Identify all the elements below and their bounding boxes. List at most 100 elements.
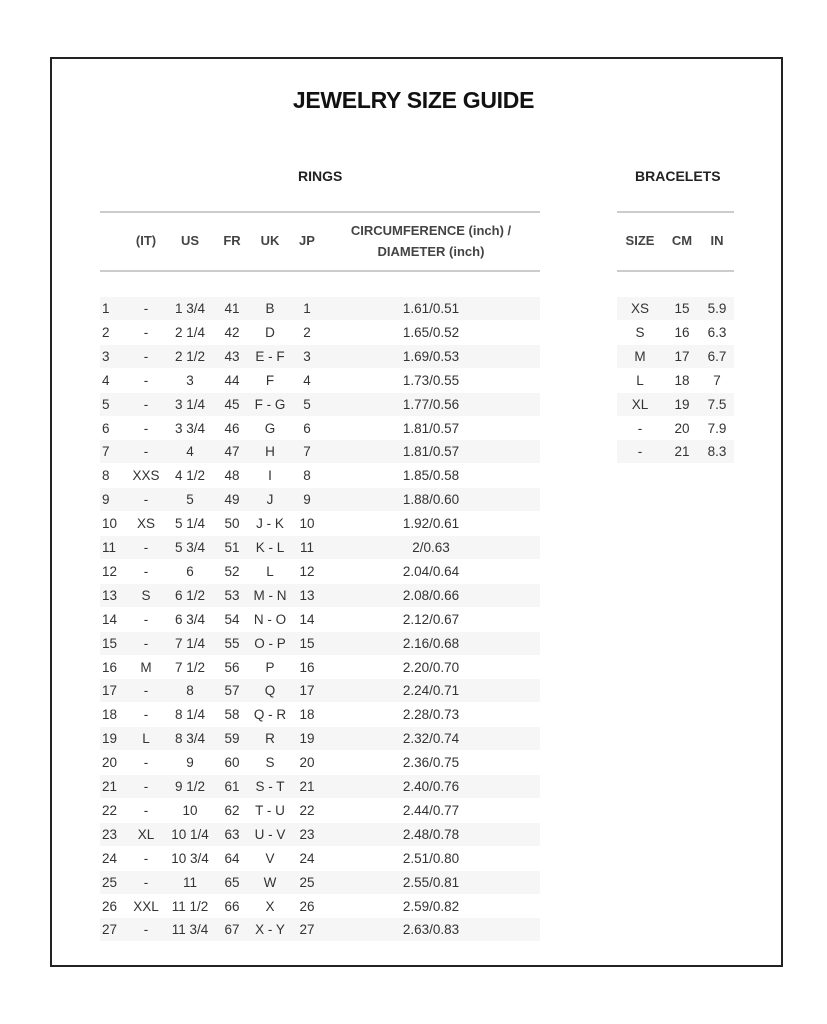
bracelet-size-row: L 18 7 [617,369,734,392]
bracelet-cm: 15 [674,301,690,316]
fr-size: 55 [224,636,240,651]
bracelet-cm: 21 [674,444,690,459]
bracelets-heading: BRACELETS [635,168,721,184]
fr-size: 66 [224,899,240,914]
bracelet-in: 8.3 [707,444,727,459]
bracelet-size: XL [631,397,649,412]
jp-size: 14 [299,612,315,627]
circumference-diameter: 1.81/0.57 [402,421,460,436]
bracelet-cm: 17 [674,349,690,364]
uk-size: P [265,660,275,675]
it-size: - [143,779,149,794]
circumference-diameter: 1.65/0.52 [402,325,460,340]
uk-size: B [265,301,275,316]
bracelet-size: S [635,325,645,340]
it-size: - [143,755,149,770]
col-header-it: (IT) [135,233,157,248]
ring-size-row: 21 - 9 1/2 61 S - T 21 2.40/0.76 [100,775,540,798]
jp-size: 26 [299,899,315,914]
ring-number: 10 [102,516,118,531]
ring-number: 18 [102,707,118,722]
jp-size: 21 [299,779,315,794]
fr-size: 50 [224,516,240,531]
it-size: M [140,660,152,675]
uk-size: Q [264,683,276,698]
us-size: 9 [186,755,194,770]
col-header-cm: CM [671,233,693,248]
us-size: 11 1/2 [171,899,209,914]
us-size: 5 3/4 [174,540,206,555]
us-size: 10 1/4 [171,827,209,842]
ring-size-row: 6 - 3 3/4 46 G 6 1.81/0.57 [100,417,540,440]
fr-size: 64 [224,851,240,866]
jp-size: 24 [299,851,315,866]
jp-size: 2 [303,325,311,340]
it-size: S [141,588,151,603]
bracelet-in: 7 [713,373,721,388]
ring-size-row: 2 - 2 1/4 42 D 2 1.65/0.52 [100,321,540,344]
ring-size-row: 22 - 10 62 T - U 22 2.44/0.77 [100,799,540,822]
jp-size: 25 [299,875,315,890]
uk-size: V [265,851,275,866]
col-header-us: US [180,233,200,248]
it-size: - [143,325,149,340]
bracelet-in: 7.5 [707,397,727,412]
bracelet-size-row: - 21 8.3 [617,440,734,463]
rings-heading: RINGS [298,168,343,184]
fr-size: 65 [224,875,240,890]
circumference-diameter: 1.88/0.60 [402,492,460,507]
it-size: - [143,612,149,627]
uk-size: L [266,564,274,579]
bracelet-in: 7.9 [707,421,727,436]
fr-size: 44 [224,373,240,388]
bracelet-size: XS [630,301,649,316]
ring-number: 26 [102,899,118,914]
fr-size: 52 [224,564,240,579]
jp-size: 6 [303,421,311,436]
jp-size: 15 [299,636,315,651]
bracelet-size: M [634,349,646,364]
ring-size-row: 11 - 5 3/4 51 K - L 11 2/0.63 [100,536,540,559]
jp-size: 1 [303,301,311,316]
circumference-diameter: 1.92/0.61 [402,516,460,531]
jp-size: 9 [303,492,311,507]
ring-size-row: 5 - 3 1/4 45 F - G 5 1.77/0.56 [100,393,540,416]
us-size: 11 [182,875,197,890]
ring-number: 2 [102,325,110,340]
circumference-diameter: 1.81/0.57 [402,444,460,459]
ring-size-row: 12 - 6 52 L 12 2.04/0.64 [100,560,540,583]
circumference-diameter: 2.24/0.71 [402,683,460,698]
fr-size: 67 [224,922,240,937]
jp-size: 8 [303,468,311,483]
ring-number: 4 [102,373,110,388]
jp-size: 19 [299,731,315,746]
jp-size: 20 [299,755,315,770]
it-size: - [143,397,149,412]
uk-size: N - O [253,612,287,627]
ring-number: 22 [102,803,118,818]
bracelet-size: - [637,421,643,436]
ring-size-row: 3 - 2 1/2 43 E - F 3 1.69/0.53 [100,345,540,368]
fr-size: 46 [224,421,240,436]
col-header-fr: FR [223,233,241,248]
us-size: 10 [182,803,198,818]
circumference-diameter: 2.48/0.78 [402,827,460,842]
jp-size: 7 [303,444,311,459]
ring-number: 1 [102,301,110,316]
ring-size-row: 20 - 9 60 S 20 2.36/0.75 [100,751,540,774]
ring-number: 7 [102,444,110,459]
jp-size: 4 [303,373,311,388]
guide-frame [50,57,783,967]
fr-size: 51 [224,540,240,555]
page-title: JEWELRY SIZE GUIDE [292,87,535,113]
circumference-diameter: 1.85/0.58 [402,468,460,483]
uk-size: F [265,373,275,388]
ring-number: 20 [102,755,118,770]
circumference-diameter: 2.40/0.76 [402,779,460,794]
jp-size: 16 [299,660,315,675]
fr-size: 62 [224,803,240,818]
jp-size: 18 [299,707,315,722]
us-size: 8 3/4 [174,731,206,746]
uk-size: D [265,325,275,340]
jp-size: 3 [303,349,311,364]
